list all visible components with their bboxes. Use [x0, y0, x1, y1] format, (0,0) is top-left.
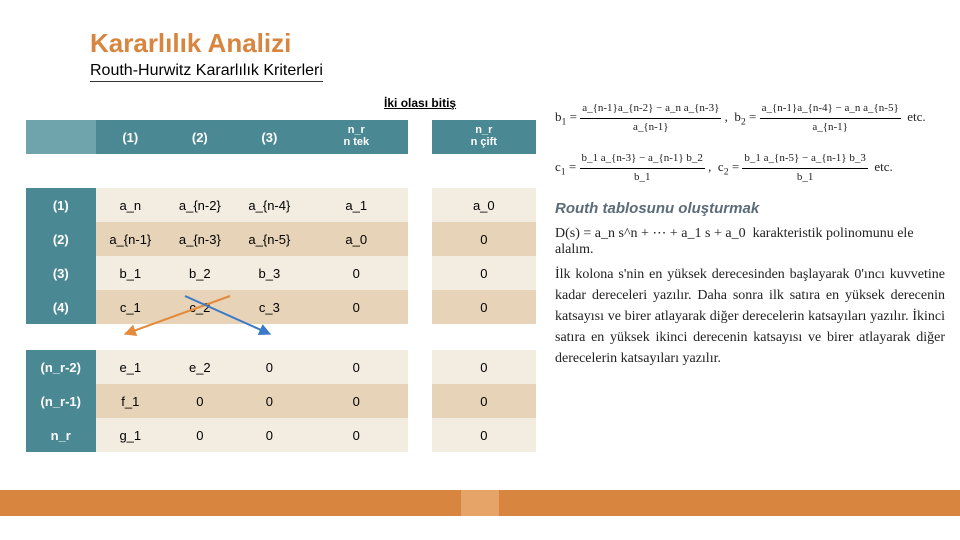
cell: 0 [432, 418, 536, 452]
cell: a_1 [304, 188, 408, 222]
explanation-paragraph: İlk kolona s'nin en yüksek derecesinden … [555, 264, 945, 369]
cell: b_1 [96, 256, 166, 290]
cell: 0 [304, 290, 408, 324]
row-label: (4) [26, 290, 96, 324]
header-col-2: (2) [165, 120, 235, 154]
row-label: (n_r-1) [26, 384, 96, 418]
c2-den: b_1 [742, 169, 867, 187]
right-column: b1 = a_{n-1}a_{n-2} − a_n a_{n-3}a_{n-1}… [555, 100, 945, 369]
table-row: n_r g_1 0 0 0 0 [26, 418, 536, 452]
cell: f_1 [96, 384, 166, 418]
cell: a_{n-2} [165, 188, 235, 222]
table-row: (n_r-1) f_1 0 0 0 0 [26, 384, 536, 418]
table-row: (1) a_n a_{n-2} a_{n-4} a_1 a_0 [26, 188, 536, 222]
cell: 0 [432, 222, 536, 256]
table-row: (n_r-2) e_1 e_2 0 0 0 [26, 350, 536, 384]
cell: a_{n-1} [96, 222, 166, 256]
b1-den: a_{n-1} [580, 119, 721, 137]
cell: b_2 [165, 256, 235, 290]
header-row: (1) (2) (3) n_r n tek n_r n çift [26, 120, 536, 154]
cell: e_2 [165, 350, 235, 384]
table-row: (4) c_1 c_2 c_3 0 0 [26, 290, 536, 324]
cell: c_2 [165, 290, 235, 324]
row-label: (1) [26, 188, 96, 222]
cell: 0 [235, 418, 305, 452]
row-label: (3) [26, 256, 96, 290]
row-label: (2) [26, 222, 96, 256]
c-formula: c1 = b_1 a_{n-3} − a_{n-1} b_2b_1 , c2 =… [555, 150, 945, 186]
cell: e_1 [96, 350, 166, 384]
b1-num: a_{n-1}a_{n-2} − a_n a_{n-3} [580, 100, 721, 119]
cell: a_{n-4} [235, 188, 305, 222]
routh-table: İki olası bitiş (1) (2) (3) n_r n tek n_… [26, 86, 536, 452]
cell: a_0 [304, 222, 408, 256]
header-col-3: (3) [235, 120, 305, 154]
poly-a: D(s) = a_n s^n + ⋯ + a_1 s + a_0 [555, 226, 746, 241]
header-end-even: n_r n çift [432, 120, 536, 154]
cell: c_1 [96, 290, 166, 324]
cell: 0 [165, 418, 235, 452]
poly-line: D(s) = a_n s^n + ⋯ + a_1 s + a_0 karakte… [555, 225, 945, 258]
ending-banner: İki olası bitiş [304, 86, 536, 120]
section-heading: Routh tablosunu oluşturmak [555, 200, 945, 217]
table-row: (2) a_{n-1} a_{n-3} a_{n-5} a_0 0 [26, 222, 536, 256]
row-label: (n_r-2) [26, 350, 96, 384]
header-blank [26, 120, 96, 154]
b-formula: b1 = a_{n-1}a_{n-2} − a_n a_{n-3}a_{n-1}… [555, 100, 945, 136]
etc-2: etc. [874, 159, 892, 174]
page-subtitle: Routh-Hurwitz Kararlılık Kriterleri [90, 62, 323, 82]
c1-num: b_1 a_{n-3} − a_{n-1} b_2 [580, 150, 705, 169]
header-end-odd-top: n_r [348, 124, 365, 136]
page-title: Kararlılık Analizi [90, 28, 291, 59]
c1-den: b_1 [580, 169, 705, 187]
header-end-even-top: n_r [475, 124, 492, 136]
header-end-odd: n_r n tek [304, 120, 408, 154]
cell: 0 [304, 418, 408, 452]
cell: 0 [304, 256, 408, 290]
cell: 0 [304, 350, 408, 384]
cell: 0 [432, 384, 536, 418]
cell: 0 [235, 384, 305, 418]
header-end-odd-bot: n tek [343, 136, 369, 148]
cell: a_n [96, 188, 166, 222]
row-label: n_r [26, 418, 96, 452]
footer-accent-bar [0, 490, 960, 516]
header-end-even-bot: n çift [471, 136, 497, 148]
etc-1: etc. [907, 109, 925, 124]
table-row: (3) b_1 b_2 b_3 0 0 [26, 256, 536, 290]
cell: g_1 [96, 418, 166, 452]
header-col-1: (1) [96, 120, 166, 154]
b2-den: a_{n-1} [760, 119, 901, 137]
cell: 0 [432, 350, 536, 384]
b2-num: a_{n-1}a_{n-4} − a_n a_{n-5} [760, 100, 901, 119]
cell: 0 [304, 384, 408, 418]
cell: 0 [432, 290, 536, 324]
routh-table-wrap: İki olası bitiş (1) (2) (3) n_r n tek n_… [26, 86, 536, 452]
cell: b_3 [235, 256, 305, 290]
cell: c_3 [235, 290, 305, 324]
c2-num: b_1 a_{n-5} − a_{n-1} b_3 [742, 150, 867, 169]
cell: 0 [165, 384, 235, 418]
cell: a_{n-3} [165, 222, 235, 256]
cell: 0 [235, 350, 305, 384]
cell: a_{n-5} [235, 222, 305, 256]
cell: a_0 [432, 188, 536, 222]
cell: 0 [432, 256, 536, 290]
